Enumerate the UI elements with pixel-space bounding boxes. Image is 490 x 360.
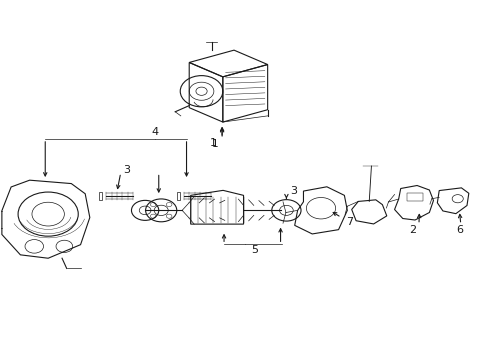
Text: 5: 5 xyxy=(251,245,258,255)
Text: 7: 7 xyxy=(346,217,353,227)
Text: 4: 4 xyxy=(151,127,158,137)
Text: 2: 2 xyxy=(410,225,416,235)
Text: 3: 3 xyxy=(290,186,297,196)
Text: 1: 1 xyxy=(212,139,218,149)
Text: 1: 1 xyxy=(210,138,217,148)
Text: 6: 6 xyxy=(456,225,463,235)
Text: 3: 3 xyxy=(123,165,130,175)
